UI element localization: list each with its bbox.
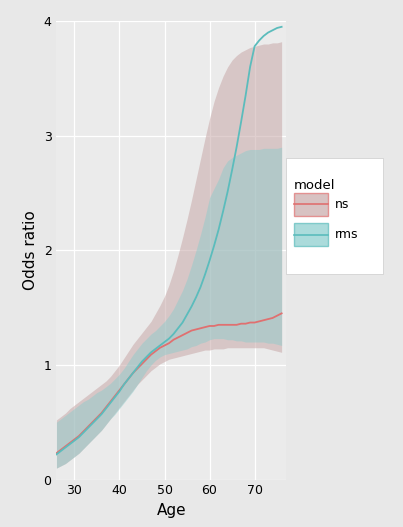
X-axis label: Age: Age bbox=[156, 503, 186, 518]
Y-axis label: Odds ratio: Odds ratio bbox=[23, 210, 38, 290]
Text: ns: ns bbox=[334, 198, 349, 211]
Text: rms: rms bbox=[334, 228, 358, 241]
Text: model: model bbox=[294, 179, 336, 192]
